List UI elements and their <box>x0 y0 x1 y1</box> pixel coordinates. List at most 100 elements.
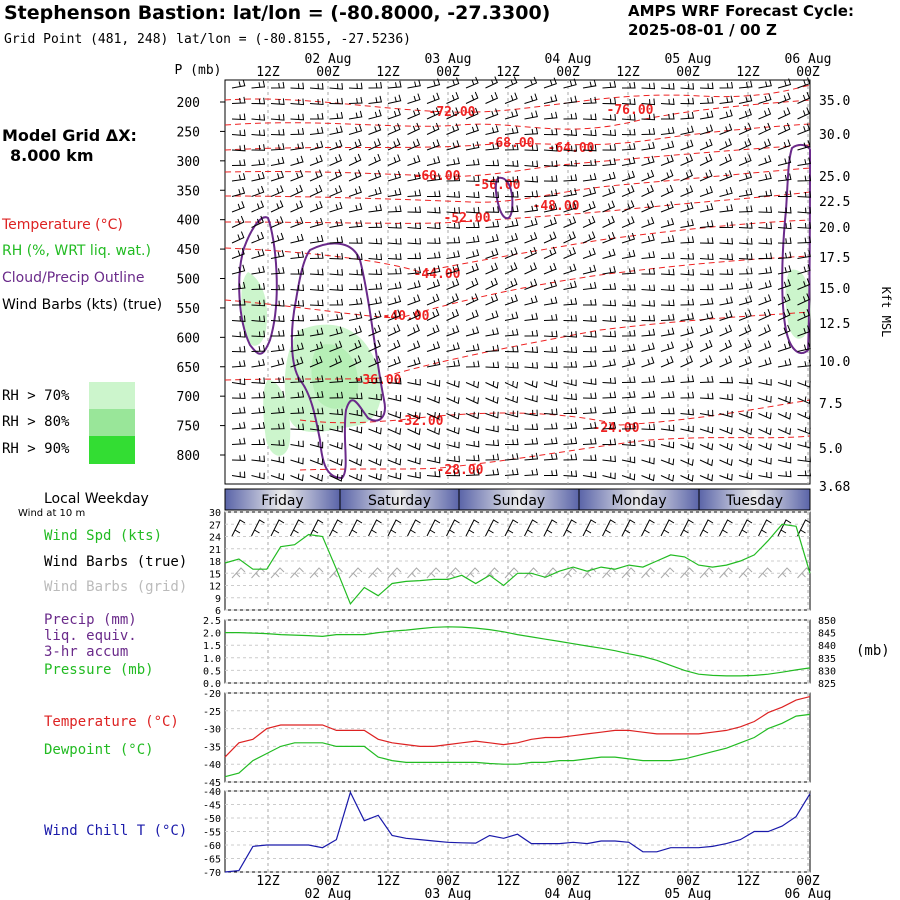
wind-barb <box>797 222 812 229</box>
legend-temperature: Temperature (°C) <box>2 217 123 233</box>
wind-barb <box>309 154 323 166</box>
wind-barb <box>543 330 558 338</box>
bottom-hour-tick: 12Z <box>376 874 400 889</box>
wind-barb <box>485 361 500 369</box>
height-tick: 3.68 <box>819 480 850 495</box>
wind-barb <box>524 452 539 461</box>
wind-barb <box>524 278 538 290</box>
wind-barb <box>465 235 480 244</box>
temperature-contour <box>224 219 811 273</box>
wind-barb <box>758 294 772 306</box>
wind-barb <box>309 341 324 352</box>
top-hour-tick: 00Z <box>676 65 700 80</box>
wind-barb <box>387 188 402 197</box>
wind-barb <box>426 173 441 182</box>
wind-barb <box>368 253 383 261</box>
wind-barb <box>738 324 752 337</box>
wind-at-10m-label: Wind at 10 m <box>18 508 86 519</box>
wind-barb <box>777 470 792 478</box>
wind-barb <box>797 411 811 420</box>
wind-barb <box>329 442 343 450</box>
wind-barb <box>485 293 499 306</box>
surface-wind-barb <box>660 519 675 537</box>
wind-barb <box>446 396 460 405</box>
wind-barb <box>797 191 812 198</box>
wind-barb <box>621 232 636 244</box>
wind-barb <box>426 412 441 420</box>
wind-barb <box>504 92 518 104</box>
temperature-tick: -30 <box>203 725 221 736</box>
wind-chill-tick: -65 <box>203 855 221 866</box>
wind-barb <box>699 283 714 291</box>
local-weekday-label: Local Weekday <box>44 491 149 507</box>
wind-barb <box>465 396 480 405</box>
forecast-cycle-label: AMPS WRF Forecast Cycle: <box>628 2 854 20</box>
wind-barb <box>368 237 383 245</box>
wind-barb <box>368 109 382 120</box>
wind-barb <box>251 185 265 197</box>
wind-barb <box>485 76 498 89</box>
wind-barb <box>290 375 305 383</box>
wind-barb <box>446 92 460 104</box>
wind-barb <box>758 309 772 321</box>
wind-barb <box>719 138 732 151</box>
wind-barb <box>602 158 617 166</box>
wind-barb <box>426 341 441 352</box>
wind-barb <box>582 173 597 182</box>
wind-barb <box>348 355 362 368</box>
wind-barb <box>348 426 363 434</box>
wind-barb <box>699 375 714 383</box>
wind-barb <box>641 268 656 275</box>
wind-barb <box>797 359 812 368</box>
surface-wind-barb <box>797 519 811 537</box>
pressure-tick: 835 <box>818 654 836 665</box>
wind-barb <box>504 438 519 446</box>
wind-barb <box>582 215 596 228</box>
wind-barb <box>621 267 636 275</box>
wind-barb <box>426 206 441 214</box>
wind-barb <box>270 315 285 322</box>
wind-barb <box>719 253 734 261</box>
wind-barb <box>348 82 363 90</box>
wind-barb <box>738 281 753 290</box>
grid-wind-barb <box>465 567 480 579</box>
wind-barb <box>504 395 519 404</box>
temperature-tick: -35 <box>203 742 221 753</box>
height-tick: 10.0 <box>819 355 850 370</box>
wind-barb <box>699 169 713 182</box>
top-date-tick: 05 Aug <box>665 52 712 67</box>
wind-barb <box>582 186 597 197</box>
wind-barb <box>660 184 674 197</box>
wind-barb <box>543 361 558 369</box>
wind-barb <box>348 283 363 291</box>
wind-barb <box>777 427 792 436</box>
wind-barb <box>329 312 344 321</box>
legend-rh90: RH > 90% <box>2 441 70 457</box>
surface-wind-barb <box>699 519 714 537</box>
wind-barb <box>270 128 285 136</box>
wind-barb <box>504 380 519 389</box>
wind-barb <box>407 93 421 104</box>
wind-barb <box>699 355 713 368</box>
legend-rh70-swatch <box>89 382 135 409</box>
wind-barb <box>582 392 597 399</box>
wind-barb <box>602 422 617 430</box>
wind-barb <box>290 423 305 431</box>
wind-barb <box>641 169 655 182</box>
surface-wind-barb <box>504 519 519 537</box>
wind-barb <box>485 453 500 461</box>
wind-barb <box>719 376 734 384</box>
model-grid-label: Model Grid ΔX: <box>2 126 137 145</box>
wind-barb <box>504 311 519 321</box>
grid-wind-barb <box>251 567 265 579</box>
wind-barb <box>251 345 266 352</box>
wind-barb <box>504 262 518 275</box>
wind-barb <box>719 204 734 213</box>
wind-barb <box>602 391 617 399</box>
grid-wind-barb <box>270 567 285 579</box>
wind-barb <box>309 327 324 337</box>
wind-barb <box>348 458 363 467</box>
wind-barb <box>797 77 811 89</box>
wind-barb <box>387 253 402 260</box>
